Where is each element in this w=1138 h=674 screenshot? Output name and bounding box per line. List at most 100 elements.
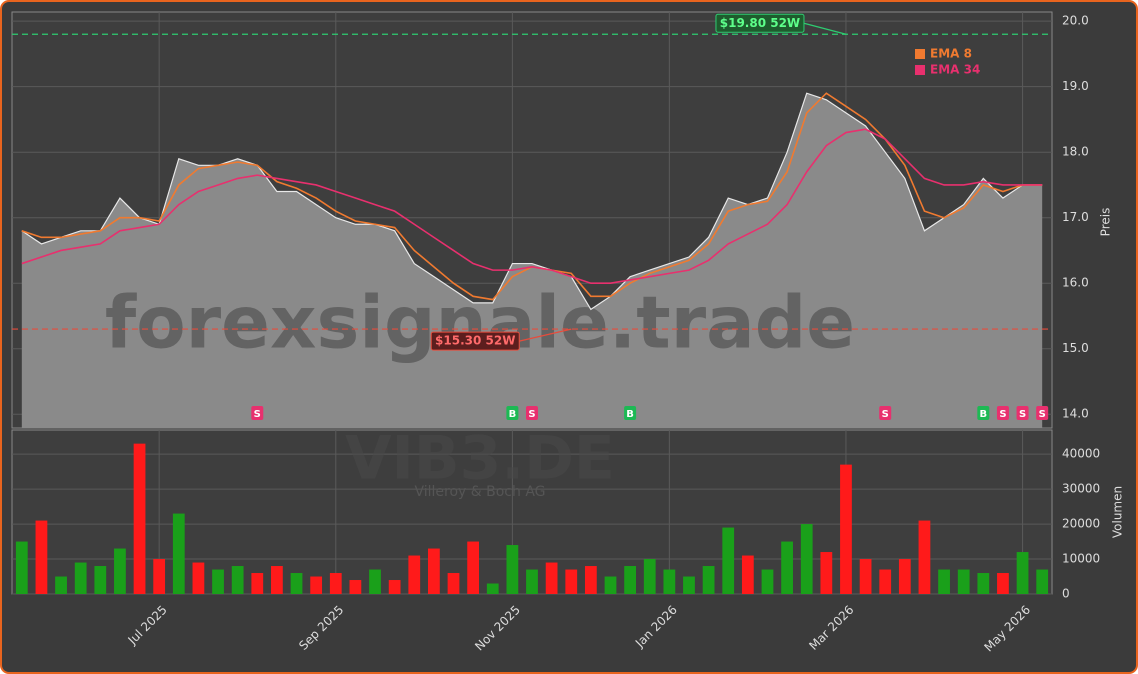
legend-label: EMA 34 — [930, 63, 980, 77]
price-line — [21, 92, 1043, 311]
volume-bar — [840, 464, 852, 594]
signal-box — [977, 406, 990, 420]
signal-label: S — [1019, 409, 1026, 420]
y-tick-label: 16.0 — [1062, 276, 1089, 290]
price-line — [21, 128, 1043, 285]
y-tick-label: 19.0 — [1062, 79, 1089, 93]
volume-panel — [11, 429, 1053, 595]
volume-bar — [683, 576, 695, 594]
volume-bar — [879, 569, 892, 594]
legend-swatch — [915, 65, 925, 75]
symbol: VIB3.DE — [345, 424, 615, 494]
watermark: forexsignale.trade — [105, 281, 855, 365]
y2-tick-label: 40000 — [1062, 447, 1100, 461]
signal-box — [506, 406, 519, 420]
volume-bar — [741, 555, 754, 594]
volume-bar — [702, 566, 715, 594]
y2-tick-label: 0 — [1062, 587, 1070, 601]
volume-bar — [526, 569, 538, 594]
volume-bar — [1036, 569, 1049, 594]
volume-bar — [624, 566, 636, 594]
y2-tick-label: 20000 — [1062, 517, 1100, 531]
y-tick-label: 17.0 — [1062, 210, 1089, 224]
legend-swatch — [915, 49, 925, 59]
volume-bar — [957, 569, 970, 594]
y-tick-label: 20.0 — [1062, 14, 1089, 28]
volume-bar — [781, 541, 793, 594]
level-arrow — [519, 328, 572, 342]
volume-bar — [565, 569, 578, 594]
volume-bar — [271, 566, 283, 594]
level-box — [430, 331, 520, 351]
volume-bar — [114, 548, 126, 594]
signal-box — [879, 406, 892, 420]
signal-label: S — [999, 409, 1006, 420]
volume-bar — [938, 569, 950, 594]
level-label: $19.80 52W — [720, 16, 800, 30]
level-label: $15.30 52W — [435, 334, 515, 348]
signal-label: B — [980, 409, 988, 420]
volume-bar — [722, 527, 735, 594]
volume-bar — [898, 559, 911, 594]
volume-bar — [506, 545, 519, 594]
volume-bar — [859, 559, 872, 594]
volume-bar — [369, 569, 381, 594]
signal-label: S — [528, 409, 535, 420]
signal-label: B — [626, 409, 634, 420]
volume-bar — [997, 573, 1009, 594]
signal-box — [251, 406, 264, 420]
signal-label: S — [254, 409, 261, 420]
signal-label: S — [882, 409, 889, 420]
volume-bar — [172, 513, 185, 594]
y-tick-label: 18.0 — [1062, 145, 1089, 159]
volume-bar — [231, 566, 244, 594]
y-tick-label: 15.0 — [1062, 341, 1089, 355]
volume-bar — [133, 443, 146, 594]
y-tick-label: 14.0 — [1062, 407, 1089, 421]
legend-label: EMA 8 — [930, 47, 972, 61]
volume-bar — [486, 583, 499, 594]
signal-box — [1036, 406, 1049, 420]
volume-bar — [15, 541, 28, 594]
volume-bar — [388, 580, 401, 594]
volume-bar — [800, 524, 813, 594]
y2-axis-label: Volumen — [1111, 486, 1125, 538]
volume-bar — [643, 559, 656, 594]
signal-label: B — [509, 409, 517, 420]
volume-bar — [329, 573, 342, 594]
y-axis-label: Preis — [1099, 208, 1113, 237]
volume-bar — [428, 548, 440, 594]
volume-bar — [447, 573, 460, 594]
volume-bar — [604, 576, 617, 594]
volume-bar — [94, 566, 107, 594]
volume-bar — [1016, 552, 1029, 594]
volume-bar — [55, 576, 67, 594]
volume-bar — [251, 573, 264, 594]
signal-box — [1016, 406, 1029, 420]
volume-bar — [74, 562, 87, 594]
volume-bar — [977, 573, 990, 594]
volume-bar — [212, 569, 224, 594]
volume-bar — [290, 573, 303, 594]
volume-bar — [918, 520, 931, 594]
volume-bar — [310, 576, 323, 594]
volume-bar — [35, 520, 48, 594]
y2-tick-label: 30000 — [1062, 482, 1100, 496]
signal-box — [996, 406, 1009, 420]
volume-bar — [663, 569, 676, 594]
volume-bar — [408, 555, 421, 594]
volume-bar — [761, 569, 774, 594]
volume-bar — [820, 552, 833, 594]
volume-bar — [192, 562, 205, 594]
company: Villeroy & Boch AG — [414, 484, 545, 500]
level-arrow — [803, 22, 847, 35]
signal-box — [526, 406, 538, 420]
signal-box — [624, 406, 637, 420]
volume-bar — [153, 559, 166, 594]
volume-bar — [584, 566, 597, 594]
signal-label: S — [1039, 409, 1046, 420]
y2-tick-label: 10000 — [1062, 552, 1100, 566]
price-area — [21, 93, 1043, 428]
volume-bar — [349, 580, 362, 594]
